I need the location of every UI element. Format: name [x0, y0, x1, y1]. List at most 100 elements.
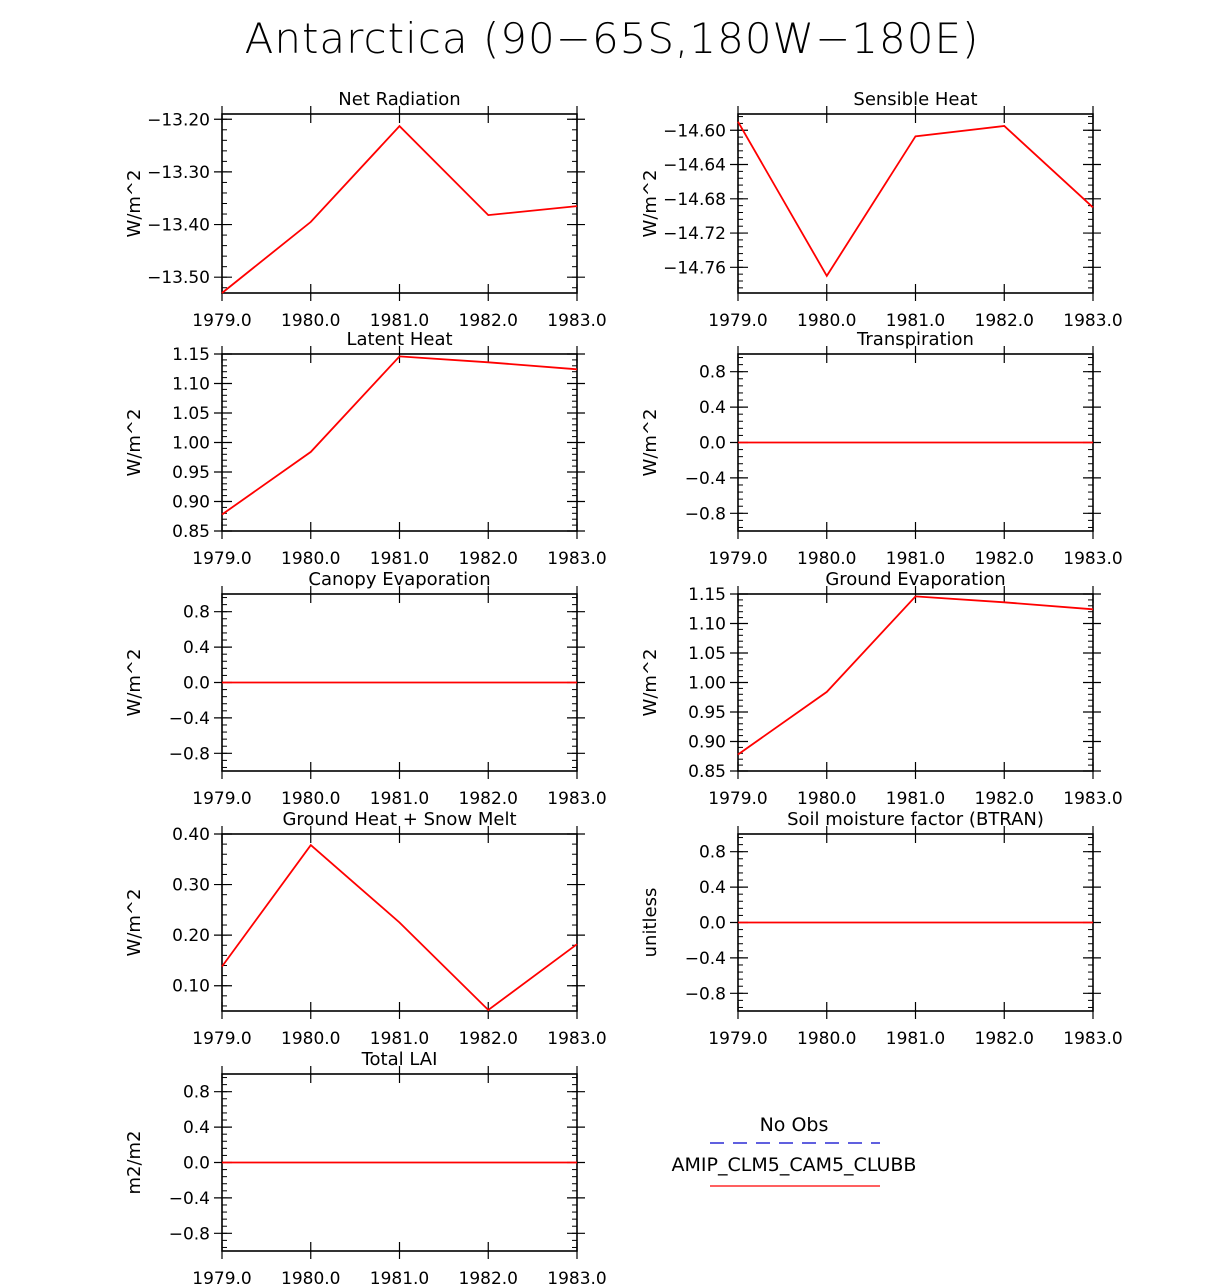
y-tick-label: −14.76 — [663, 258, 726, 278]
x-tick-label: 1981.0 — [886, 549, 945, 569]
panel-title: Sensible Heat — [853, 89, 977, 110]
x-tick-label: 1982.0 — [459, 1269, 518, 1285]
x-tick-label: 1980.0 — [797, 789, 856, 809]
plot-frame — [737, 113, 1094, 294]
x-tick-label: 1979.0 — [192, 311, 251, 331]
y-tick-label: −14.68 — [663, 190, 726, 210]
plot-frame — [221, 113, 578, 294]
panel-5: Canopy Evaporation W/m^2 1979.0 1980.0 1981.… — [124, 569, 607, 809]
y-tick-label: −0.4 — [685, 469, 726, 489]
x-tick-label: 1983.0 — [547, 1269, 606, 1285]
y-tick-label: 1.15 — [172, 345, 210, 365]
y-tick-label: −13.30 — [147, 163, 210, 183]
x-tick-label: 1980.0 — [281, 1269, 340, 1285]
x-tick-label: 1979.0 — [708, 789, 767, 809]
y-tick-label: 0.10 — [172, 977, 210, 997]
y-tick-label: 0.95 — [172, 463, 210, 483]
x-tick-label: 1983.0 — [547, 311, 606, 331]
x-tick-label: 1979.0 — [192, 1029, 251, 1049]
y-tick-label: −14.64 — [663, 156, 726, 176]
y-tick-label: −0.8 — [685, 984, 726, 1004]
series-line — [737, 595, 1094, 756]
panel-2: Sensible Heat W/m^2 1979.0 1980.0 1981.0 1982… — [640, 89, 1123, 331]
panel-title: Soil moisture factor (BTRAN) — [787, 809, 1044, 830]
y-tick-label: −0.4 — [169, 1189, 210, 1209]
x-tick-label: 1979.0 — [708, 311, 767, 331]
series-line — [221, 843, 578, 1012]
y-tick-label: 1.05 — [688, 644, 726, 664]
x-tick-label: 1982.0 — [459, 1029, 518, 1049]
y-tick-label: −0.8 — [169, 744, 210, 764]
x-tick-label: 1982.0 — [459, 789, 518, 809]
x-tick-label: 1981.0 — [370, 549, 429, 569]
x-tick-label: 1982.0 — [975, 789, 1034, 809]
x-tick-label: 1981.0 — [886, 789, 945, 809]
y-tick-label: 0.8 — [699, 843, 726, 863]
y-tick-label: 0.0 — [699, 914, 726, 934]
y-tick-label: −0.4 — [169, 709, 210, 729]
y-tick-label: 1.10 — [688, 615, 726, 635]
x-tick-label: 1983.0 — [1063, 1029, 1122, 1049]
y-tick-label: 0.0 — [183, 674, 210, 694]
x-tick-label: 1982.0 — [975, 311, 1034, 331]
panel-title: Transpiration — [856, 329, 974, 350]
y-tick-label: −13.20 — [147, 110, 210, 130]
y-tick-label: 0.4 — [699, 878, 726, 898]
y-tick-label: −0.8 — [685, 504, 726, 524]
x-tick-label: 1981.0 — [370, 789, 429, 809]
x-tick-label: 1980.0 — [281, 549, 340, 569]
series-line — [221, 355, 578, 516]
y-axis-label: W/m^2 — [124, 409, 145, 477]
y-tick-label: 0.4 — [183, 1118, 210, 1138]
x-tick-label: 1983.0 — [1063, 311, 1122, 331]
y-axis-label: W/m^2 — [640, 409, 661, 477]
panel-8: Soil moisture factor (BTRAN) unitless 1979… — [640, 809, 1123, 1049]
y-tick-label: −14.72 — [663, 224, 726, 244]
x-tick-label: 1981.0 — [886, 1029, 945, 1049]
y-tick-label: 0.4 — [183, 638, 210, 658]
panel-6: Ground Evaporation W/m^2 1979.0 1980.0 1981.… — [640, 569, 1123, 809]
x-tick-label: 1982.0 — [459, 549, 518, 569]
panel-title: Net Radiation — [338, 89, 460, 110]
panel-3: Latent Heat W/m^2 1979.0 1980.0 1981.0 1982.0… — [124, 329, 607, 569]
x-tick-label: 1983.0 — [1063, 789, 1122, 809]
x-tick-label: 1980.0 — [281, 1029, 340, 1049]
y-tick-label: −14.60 — [663, 121, 726, 141]
y-axis-label: W/m^2 — [124, 170, 145, 238]
y-tick-label: 1.05 — [172, 404, 210, 424]
series-line — [737, 121, 1094, 278]
y-tick-label: 0.0 — [183, 1154, 210, 1174]
y-axis-label: unitless — [640, 888, 661, 958]
y-axis-label: W/m^2 — [124, 649, 145, 717]
y-tick-label: 1.10 — [172, 375, 210, 395]
legend-obs-label: No Obs — [760, 1114, 829, 1136]
y-tick-label: 0.0 — [699, 434, 726, 454]
y-tick-label: −0.4 — [685, 949, 726, 969]
x-tick-label: 1982.0 — [975, 1029, 1034, 1049]
x-tick-label: 1979.0 — [708, 549, 767, 569]
x-tick-label: 1981.0 — [886, 311, 945, 331]
x-tick-label: 1980.0 — [797, 311, 856, 331]
y-tick-label: −13.50 — [147, 268, 210, 288]
panel-title: Ground Heat + Snow Melt — [282, 809, 516, 830]
y-tick-label: 0.85 — [688, 762, 726, 782]
y-tick-label: 0.95 — [688, 703, 726, 723]
plot-frame — [221, 353, 578, 532]
y-tick-label: 0.20 — [172, 926, 210, 946]
x-tick-label: 1981.0 — [370, 1269, 429, 1285]
panel-1: Net Radiation W/m^2 1979.0 1980.0 1981.0 1982… — [124, 89, 607, 331]
x-tick-label: 1981.0 — [370, 1029, 429, 1049]
y-tick-label: 1.00 — [172, 434, 210, 454]
x-tick-label: 1980.0 — [281, 311, 340, 331]
panel-title: Latent Heat — [346, 329, 452, 350]
x-tick-label: 1980.0 — [797, 549, 856, 569]
series-line — [221, 124, 578, 294]
y-tick-label: 0.8 — [183, 603, 210, 623]
x-tick-label: 1983.0 — [547, 1029, 606, 1049]
x-tick-label: 1979.0 — [708, 1029, 767, 1049]
y-axis-label: W/m^2 — [124, 889, 145, 957]
x-tick-label: 1983.0 — [547, 549, 606, 569]
panel-title: Ground Evaporation — [825, 569, 1005, 590]
panel-7: Ground Heat + Snow Melt W/m^2 1979.0 1980.0… — [124, 809, 607, 1049]
